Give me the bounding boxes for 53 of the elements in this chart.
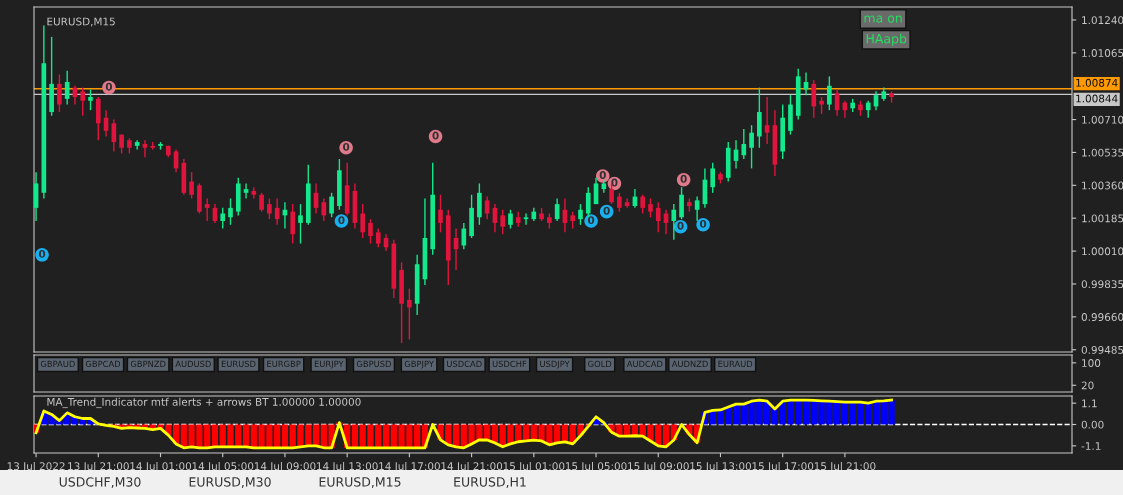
- y-tick-label: 1.00360: [1082, 181, 1123, 190]
- annotation: GBPCAD: [85, 360, 121, 368]
- y-tick-label: 1.00010: [1082, 247, 1123, 256]
- annotation: USDCAD: [447, 360, 482, 368]
- annotation: EURAUD: [718, 360, 753, 368]
- annotation: 0: [677, 221, 684, 230]
- annotation: 0: [587, 216, 595, 225]
- y-tick-label: 100: [1082, 359, 1101, 367]
- annotation: USDJPY: [540, 360, 570, 369]
- y-tick-label: 0.99835: [1081, 280, 1123, 289]
- ref-line-label: 1.00874: [1076, 78, 1118, 87]
- y-tick-label: 0.00: [1081, 420, 1104, 429]
- annotation: AUDCAD: [626, 360, 663, 368]
- annotation: ma on: [864, 15, 902, 23]
- annotation: GBPUSD: [356, 360, 391, 368]
- annotation: GBPNZD: [130, 360, 166, 368]
- annotation: AUDUSD: [175, 360, 211, 368]
- y-tick-label: 1.1: [1082, 399, 1097, 408]
- annotation: 0: [105, 82, 113, 91]
- text: EURUSD,M30: [189, 477, 271, 488]
- annotation: EURUSD: [221, 360, 256, 368]
- chart-title: MA_Trend_Indicator mtf alerts + arrows BT 1.00000 1.00000: [47, 397, 361, 409]
- y-tick-label: 1.00710: [1082, 115, 1123, 124]
- annotation: USDCHF: [492, 360, 527, 368]
- annotation: 0: [38, 249, 46, 258]
- text: USDCHF,M30: [59, 477, 141, 488]
- y-tick-label: 20: [1081, 381, 1094, 390]
- annotation: EURJPY: [314, 360, 344, 369]
- y-tick-label: 0.99485: [1081, 345, 1123, 354]
- text: EURUSD,M15: [47, 17, 115, 27]
- annotation: GBPAUD: [40, 360, 75, 368]
- text: EURUSD,H1: [454, 477, 526, 488]
- annotation: 0: [680, 174, 687, 183]
- annotation: EURGBP: [267, 360, 301, 368]
- y-tick-label: 1.01065: [1082, 49, 1123, 57]
- annotation: HAapb: [866, 33, 907, 46]
- ref-line-label: 1.00844: [1076, 94, 1118, 103]
- y-tick-label: 1.00185: [1082, 214, 1123, 223]
- y-tick-label: 0.99660: [1081, 313, 1123, 321]
- y-tick-label: 1.01240: [1082, 16, 1123, 25]
- annotation: 0: [699, 219, 707, 228]
- annotation: 0: [338, 216, 345, 225]
- annotation: 0: [611, 178, 618, 187]
- annotation: 0: [432, 131, 439, 140]
- annotation: 0: [343, 142, 350, 151]
- annotation: 0: [603, 206, 610, 215]
- y-tick-label: -1.1: [1081, 442, 1101, 450]
- annotation: 0: [599, 171, 606, 179]
- annotation: AUDNZD: [671, 360, 708, 368]
- annotation: GOLD: [588, 360, 612, 368]
- text: EURUSD,M15: [319, 477, 401, 488]
- annotation: GBPJPY: [404, 360, 434, 369]
- y-tick-label: 1.00535: [1082, 148, 1123, 157]
